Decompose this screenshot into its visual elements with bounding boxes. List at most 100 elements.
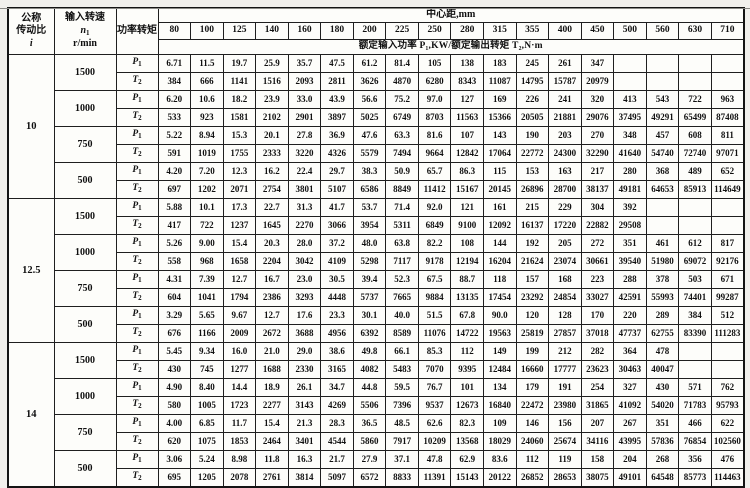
power-value-cell: 118 [482,269,517,289]
power-value-cell: 50.9 [385,161,419,181]
torque-value-cell: 2901 [287,107,322,127]
torque-value-cell: 2761 [255,467,289,487]
power-value-cell: 288 [613,269,647,289]
torque-value-cell: 7070 [417,359,452,379]
torque-value-cell [710,359,745,379]
power-value-cell [678,53,712,73]
power-value-cell: 86.3 [450,161,484,181]
power-value-cell: 722 [678,89,712,109]
power-value-cell: 67.8 [450,305,484,325]
power-value-cell: 92.0 [417,197,452,217]
row-ratio14-n1000-power: 1000 P1 4.90 8.40 14.4 18.9 26.1 34.7 44.8 59.5 76… [8,377,745,415]
power-value-cell [678,341,712,361]
ratio-label-line1: 公称 [21,12,42,24]
power-symbol-cell: P1 [115,197,159,217]
center-distance-225: 225 [385,21,419,40]
power-value-cell: 23.0 [287,269,322,289]
torque-value-cell: 49291 [645,107,680,127]
torque-value-cell: 4956 [320,323,354,343]
row-ratio14-n750-power: 750 P1 4.00 6.85 11.7 15.4 21.3 28.3 36.5 48.5 62.… [8,413,745,451]
power-value-cell: 170 [580,305,615,325]
speed-cell: 1000 [53,233,117,271]
torque-value-cell: 3293 [287,287,322,307]
speed-cell: 500 [53,161,117,199]
torque-value-cell: 83390 [678,323,712,343]
torque-value-cell: 2386 [255,287,289,307]
center-distance-710: 710 [710,21,745,40]
torque-value-cell: 1205 [190,467,224,487]
power-value-cell: 21.7 [320,449,354,469]
power-value-cell: 356 [678,449,712,469]
torque-value-cell: 55993 [645,287,680,307]
power-value-cell: 21.3 [287,413,322,433]
power-value-cell: 220 [613,305,647,325]
power-value-cell: 47.5 [320,53,354,73]
torque-value-cell: 15366 [482,107,517,127]
power-value-cell: 36.9 [320,125,354,145]
power-value-cell: 156 [548,413,582,433]
power-value-cell: 241 [548,89,582,109]
center-distance-355: 355 [515,21,550,40]
torque-value-cell: 620 [157,431,192,451]
power-value-cell: 7.39 [190,269,224,289]
torque-value-cell: 11391 [417,467,452,487]
power-value-cell: 368 [645,161,680,181]
power-value-cell: 36.5 [352,413,387,433]
power-value-cell: 9.34 [190,341,224,361]
power-value-cell: 327 [613,377,647,397]
power-value-cell: 16.7 [255,269,289,289]
ratio-label-line2: 传动比 [16,25,47,36]
torque-symbol-cell: T2 [115,467,159,487]
torque-value-cell: 23074 [548,251,582,271]
speed-cell: 750 [53,413,117,451]
torque-value-cell: 7494 [385,143,419,163]
power-value-cell: 149 [482,341,517,361]
torque-value-cell: 8703 [417,107,452,127]
torque-value-cell: 28653 [548,467,582,487]
torque-value-cell: 8589 [385,323,419,343]
torque-value-cell: 1237 [222,215,257,235]
torque-symbol-cell: T2 [115,107,159,127]
power-value-cell: 430 [645,377,680,397]
torque-symbol-cell: T2 [115,71,159,91]
torque-value-cell: 102560 [710,431,745,451]
torque-value-cell: 5506 [352,395,387,415]
torque-value-cell: 33027 [580,287,615,307]
torque-value-cell: 1581 [222,107,257,127]
power-value-cell: 351 [645,413,680,433]
power-value-cell: 75.2 [385,89,419,109]
power-value-cell: 49.8 [352,341,387,361]
power-value-cell: 18.9 [255,377,289,397]
torque-value-cell: 5737 [352,287,387,307]
row-ratio12.5-n1500-torque: T2 417 722 1237 1645 2270 3066 3954 5311 6849 9100… [8,215,745,235]
torque-value-cell: 2071 [222,179,257,199]
torque-value-cell: 676 [157,323,192,343]
power-value-cell: 48.5 [385,413,419,433]
row-ratio12.5-n1500-power: 12.5 1500 P1 5.88 10.1 17.3 22.7 31.3 41.7 53.7 71… [7,197,745,343]
power-value-cell: 22.7 [255,197,289,217]
torque-value-cell: 97071 [710,143,745,163]
torque-value-cell: 99287 [710,287,745,307]
power-value-cell: 34.7 [320,377,354,397]
torque-value-cell: 6749 [385,107,419,127]
power-value-cell: 39.4 [352,269,387,289]
torque-value-cell: 54020 [645,395,680,415]
torque-value-cell: 1277 [222,359,257,379]
torque-value-cell: 15167 [450,179,484,199]
power-symbol-cell: P1 [115,53,159,73]
torque-value-cell: 24300 [548,143,582,163]
power-value-cell: 28.0 [287,233,322,253]
power-value-cell: 16.0 [222,341,257,361]
power-value-cell: 56.6 [352,89,387,109]
torque-value-cell: 2330 [287,359,322,379]
torque-value-cell: 19563 [482,323,517,343]
center-distance-80: 80 [157,21,192,40]
power-value-cell: 33.0 [287,89,322,109]
row-ratio12.5-n750-power: 750 P1 4.31 7.39 12.7 16.7 23.0 30.5 39.4 52.3 67.… [8,269,745,307]
torque-value-cell: 37495 [613,107,647,127]
power-value-cell: 83.6 [482,449,517,469]
torque-value-cell: 1141 [222,71,257,91]
speed-cell: 750 [53,269,117,307]
power-value-cell: 109 [482,413,517,433]
torque-value-cell: 20122 [482,467,517,487]
